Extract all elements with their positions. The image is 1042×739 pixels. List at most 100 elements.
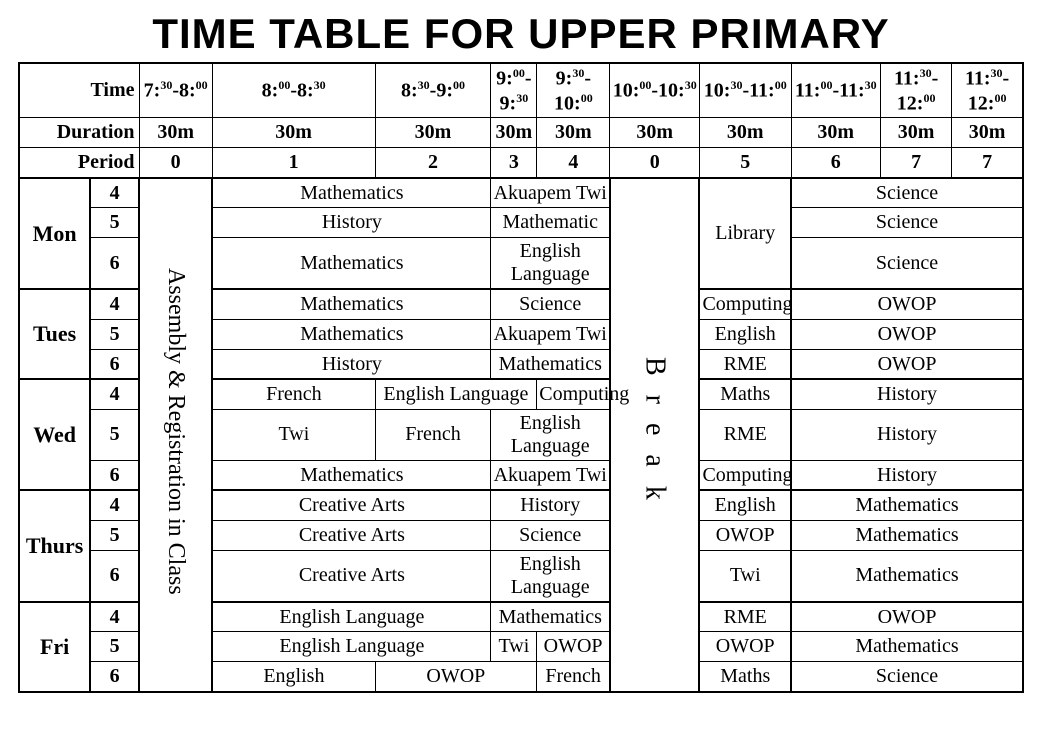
t6d: OWOP [791, 349, 1023, 379]
per-9: 7 [952, 148, 1023, 178]
mon5-p34: Mathematic [491, 208, 610, 238]
t5c5: English [699, 319, 791, 349]
f5c5: OWOP [699, 632, 791, 662]
w5c: 5 [90, 409, 139, 460]
th4a: Creative Arts [212, 490, 491, 520]
day-tue: Tues [19, 289, 90, 379]
day-wed: Wed [19, 379, 90, 490]
t5d: OWOP [791, 319, 1023, 349]
w5d: History [791, 409, 1023, 460]
f5b1: Twi [491, 632, 537, 662]
dur-6: 30m [699, 118, 791, 148]
page-title: TIME TABLE FOR UPPER PRIMARY [18, 10, 1024, 58]
dur-label: Duration [19, 118, 139, 148]
f6c: 6 [90, 662, 139, 692]
t6c5: RME [699, 349, 791, 379]
t5b: Akuapem Twi [491, 319, 610, 349]
f6bc: French [537, 662, 610, 692]
time-0: 7:30-8:00 [139, 63, 212, 118]
class-4: 4 [90, 178, 139, 208]
t6a: History [212, 349, 491, 379]
mon4-p12: Mathematics [212, 178, 491, 208]
f5a: English Language [212, 632, 491, 662]
t6c: 6 [90, 349, 139, 379]
mon5-p12: History [212, 208, 491, 238]
class-5: 5 [90, 208, 139, 238]
th5d: Mathematics [791, 520, 1023, 550]
f4c5: RME [699, 602, 791, 632]
w4bc: Computing [537, 379, 610, 409]
mon5-p67: Science [791, 208, 1023, 238]
w5b: English Language [491, 409, 610, 460]
dur-3: 30m [491, 118, 537, 148]
time-8: 11:30-12:00 [881, 63, 952, 118]
break-col: B r e a k [610, 178, 700, 692]
th4c: 4 [90, 490, 139, 520]
assembly-col: Assembly & Registration in Class [139, 178, 212, 692]
th5c5: OWOP [699, 520, 791, 550]
f5b2: OWOP [537, 632, 610, 662]
time-6: 10:30-11:00 [699, 63, 791, 118]
th4b: History [491, 490, 610, 520]
f4d: OWOP [791, 602, 1023, 632]
per-2: 2 [375, 148, 491, 178]
day-mon: Mon [19, 178, 90, 290]
w6a: Mathematics [212, 460, 491, 490]
t5a: Mathematics [212, 319, 491, 349]
per-3: 3 [491, 148, 537, 178]
dur-1: 30m [212, 118, 375, 148]
mon4-p67: Science [791, 178, 1023, 208]
dur-0: 30m [139, 118, 212, 148]
dur-8: 30m [881, 118, 952, 148]
per-4: 4 [537, 148, 610, 178]
per-8: 7 [881, 148, 952, 178]
time-label: Time [19, 63, 139, 118]
time-9: 11:30-12:00 [952, 63, 1023, 118]
header-time-row: Time 7:30-8:00 8:00-8:30 8:30-9:00 9:00-… [19, 63, 1023, 118]
f4c: 4 [90, 602, 139, 632]
time-5: 10:00-10:30 [610, 63, 700, 118]
dur-4: 30m [537, 118, 610, 148]
dur-7: 30m [791, 118, 881, 148]
time-2: 8:30-9:00 [375, 63, 491, 118]
dur-9: 30m [952, 118, 1023, 148]
mon-lib: Library [699, 178, 791, 290]
per-label: Period [19, 148, 139, 178]
t4c5: Computing [699, 289, 791, 319]
dur-5: 30m [610, 118, 700, 148]
th5c: 5 [90, 520, 139, 550]
time-7: 11:00-11:30 [791, 63, 881, 118]
mon6-p12: Mathematics [212, 238, 491, 290]
day-thu: Thurs [19, 490, 90, 602]
w5a: Twi [212, 409, 375, 460]
w6b: Akuapem Twi [491, 460, 610, 490]
t4b: Science [491, 289, 610, 319]
th6c: 6 [90, 550, 139, 602]
f5c: 5 [90, 632, 139, 662]
w4a: French [212, 379, 375, 409]
w6c: 6 [90, 460, 139, 490]
per-5: 0 [610, 148, 700, 178]
class-6: 6 [90, 238, 139, 290]
th6c5: Twi [699, 550, 791, 602]
f6d: Science [791, 662, 1023, 692]
t6b: Mathematics [491, 349, 610, 379]
f6b: OWOP [375, 662, 537, 692]
t4a: Mathematics [212, 289, 491, 319]
mon6-p34: English Language [491, 238, 610, 290]
t4d: OWOP [791, 289, 1023, 319]
th4c5: English [699, 490, 791, 520]
w6d: History [791, 460, 1023, 490]
time-4: 9:30-10:00 [537, 63, 610, 118]
t5c: 5 [90, 319, 139, 349]
mon6-p67: Science [791, 238, 1023, 290]
per-6: 5 [699, 148, 791, 178]
w4d: History [791, 379, 1023, 409]
f5d: Mathematics [791, 632, 1023, 662]
w5c5: RME [699, 409, 791, 460]
th4d: Mathematics [791, 490, 1023, 520]
t4c: 4 [90, 289, 139, 319]
w6c5: Computing [699, 460, 791, 490]
per-1: 1 [212, 148, 375, 178]
w4c5: Maths [699, 379, 791, 409]
